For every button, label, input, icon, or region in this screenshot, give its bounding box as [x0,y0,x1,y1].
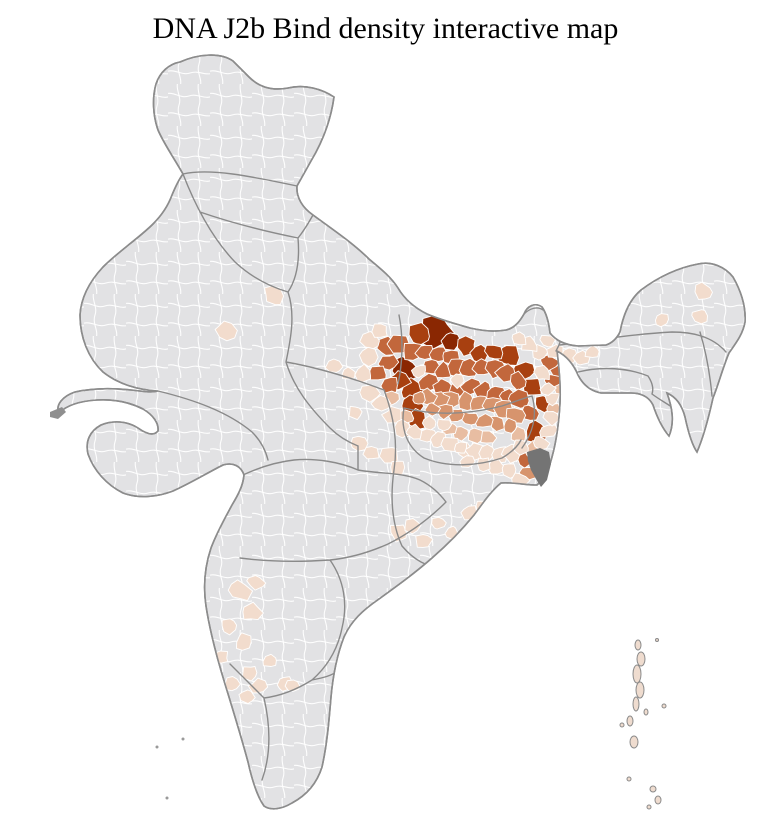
district-cell[interactable] [408,322,430,346]
district-cell[interactable] [584,344,600,358]
island[interactable] [626,715,634,727]
district-cell[interactable] [449,373,465,389]
district-cell[interactable] [362,446,380,460]
district-cell[interactable] [539,382,557,396]
district-cell[interactable] [544,392,560,407]
island[interactable] [654,795,662,805]
district-cell[interactable] [264,285,285,306]
district-cell[interactable] [480,430,498,444]
district-cell[interactable] [404,518,422,535]
island[interactable] [626,776,632,782]
district-cell[interactable] [370,394,392,412]
district-cell[interactable] [694,281,713,300]
island-dot [165,796,169,800]
district-cell[interactable] [468,427,486,444]
lakshadweep-islands [155,737,185,800]
district-cell[interactable] [602,400,617,415]
island[interactable] [643,708,649,716]
andaman-nicobar-islands[interactable] [619,638,667,810]
district-cell[interactable] [371,323,388,338]
district-cell[interactable] [348,405,363,421]
district-cell[interactable] [358,346,379,367]
island[interactable] [635,681,645,699]
island-dot [155,745,159,749]
district-cell[interactable] [436,418,452,432]
district-cell[interactable] [478,443,498,463]
district-cell[interactable] [227,579,254,601]
district-cell[interactable] [539,334,556,348]
district-cell[interactable] [324,358,344,373]
island[interactable] [632,664,642,684]
island[interactable] [661,703,667,709]
island[interactable] [634,639,642,651]
district-cell[interactable] [542,411,560,427]
district-cell[interactable] [350,435,369,452]
district-cell[interactable] [476,457,491,473]
island[interactable] [632,696,640,712]
island[interactable] [629,735,639,749]
district-cell[interactable] [434,360,455,379]
district-cell[interactable] [415,534,434,548]
district-cell[interactable] [238,689,256,704]
district-cell[interactable] [410,365,426,379]
kutch-marsh-patch [50,407,66,419]
district-cell[interactable] [242,601,264,621]
district-cell[interactable] [431,516,447,530]
district-cell[interactable] [458,357,480,377]
district-cell[interactable] [533,364,550,381]
district-cell[interactable] [390,524,407,543]
island[interactable] [655,638,659,642]
district-cell[interactable] [368,365,387,381]
district-cell[interactable] [511,331,527,346]
district-cell[interactable] [246,575,267,591]
district-cell[interactable] [405,423,424,440]
density-district-cells[interactable] [199,281,713,704]
island[interactable] [646,804,652,810]
district-cell[interactable] [199,629,212,640]
district-cell[interactable] [214,320,238,342]
district-cell[interactable] [691,309,708,325]
island[interactable] [636,651,646,667]
district-cell[interactable] [494,363,516,383]
sundarbans-delta [527,448,551,487]
district-cell[interactable] [421,415,437,431]
island[interactable] [649,785,657,793]
district-cell[interactable] [440,332,462,351]
district-cell[interactable] [236,632,252,651]
district-cell[interactable] [247,677,269,694]
district-cell[interactable] [533,435,551,451]
district-cell[interactable] [454,441,468,454]
district-cell[interactable] [412,390,426,405]
island-dot [181,737,185,741]
district-cell[interactable] [509,370,527,392]
district-cell[interactable] [654,313,669,328]
island[interactable] [619,722,625,728]
district-cell[interactable] [484,344,504,360]
district-cell[interactable] [619,406,636,421]
district-cell[interactable] [241,666,258,682]
district-cell[interactable] [221,618,238,636]
state-borders [157,171,727,781]
district-cell[interactable] [262,653,277,667]
map-title: DNA J2b Bind density interactive map [152,12,619,45]
